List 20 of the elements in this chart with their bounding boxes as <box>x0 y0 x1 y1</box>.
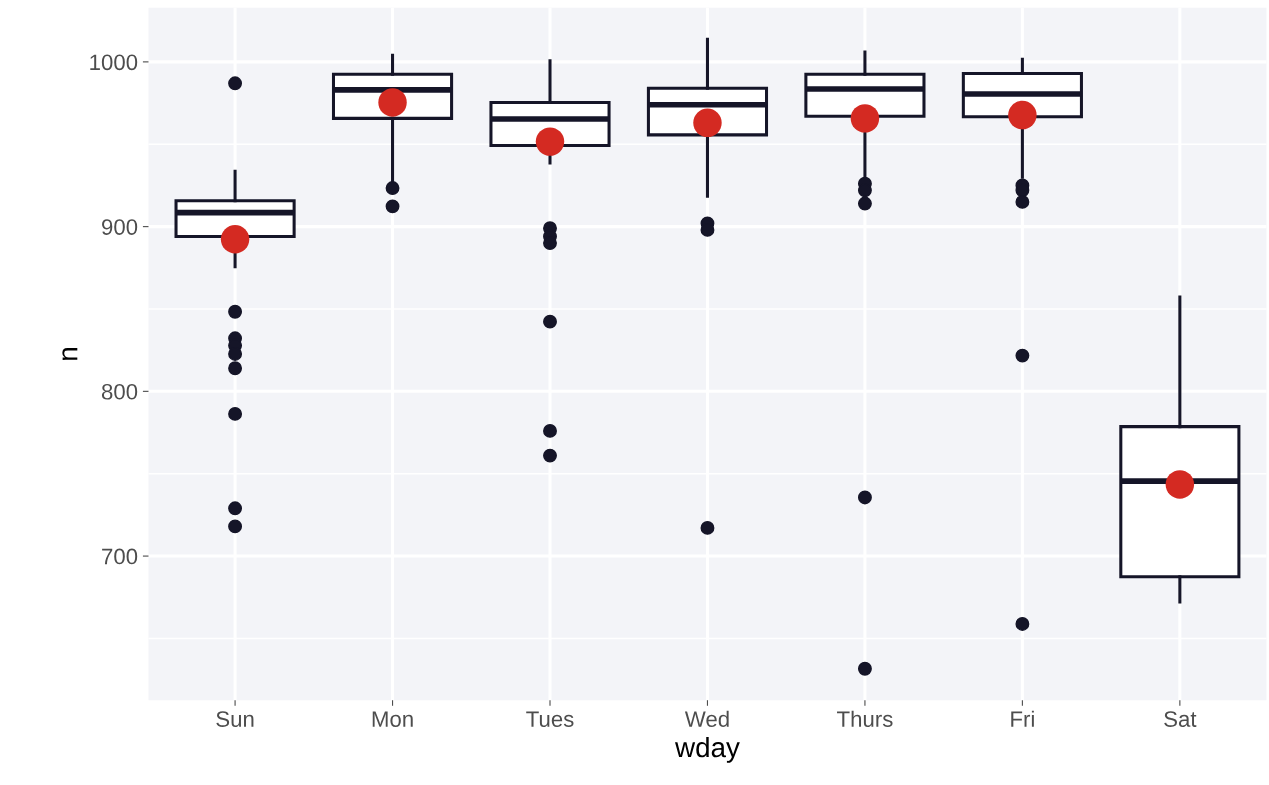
point <box>693 108 722 138</box>
y-tick-label: 700 <box>102 548 138 565</box>
x-tick-label: Tues <box>526 711 574 727</box>
point <box>1165 470 1195 499</box>
x-tick-label: Thurs <box>837 710 893 727</box>
x-tick-label: Sun <box>216 711 254 727</box>
point <box>1008 100 1037 130</box>
y-tick-label: 800 <box>101 383 138 400</box>
y-tick-label: 1000 <box>90 54 138 71</box>
x-tick-label: Fri <box>1011 710 1034 727</box>
point <box>535 127 565 156</box>
point <box>378 88 407 117</box>
x-tick-label: Wed <box>684 710 729 727</box>
x-axis-title: wday <box>675 736 740 763</box>
y-axis-title: n <box>62 348 78 360</box>
point <box>220 225 250 254</box>
point <box>850 104 880 133</box>
y-tick-label: 900 <box>102 219 138 235</box>
x-tick-label: Mon <box>372 711 413 727</box>
x-tick-label: Sat <box>1164 711 1197 727</box>
